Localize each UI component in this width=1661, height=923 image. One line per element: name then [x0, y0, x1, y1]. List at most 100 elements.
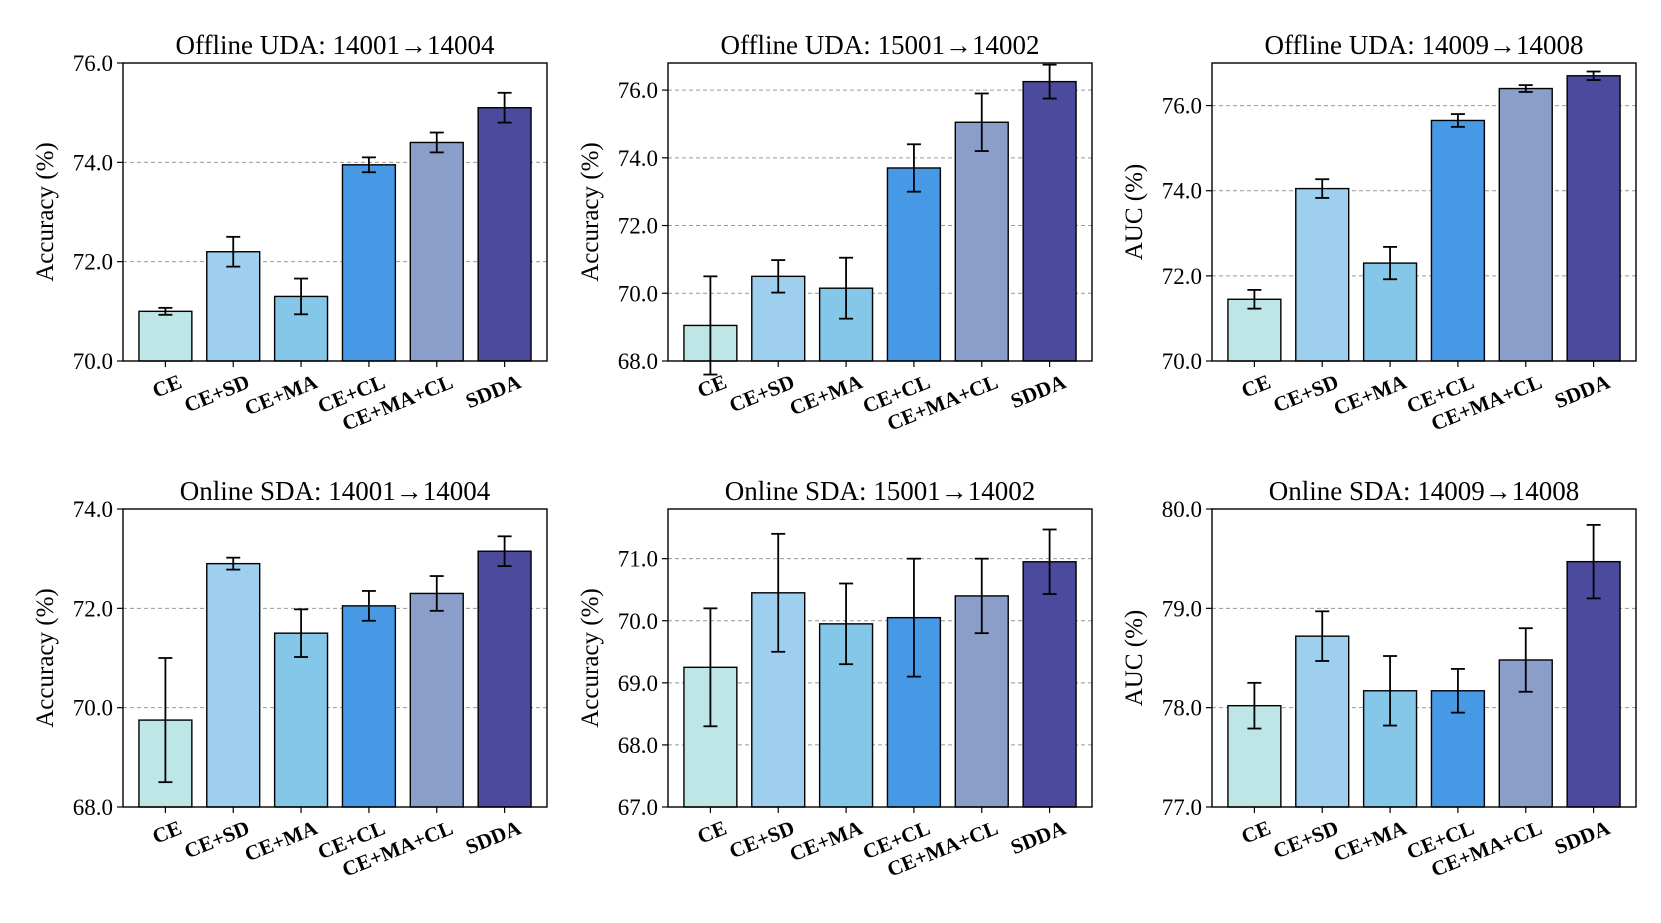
error-bar — [974, 92, 989, 152]
y-tick-label: 69.0 — [618, 671, 658, 696]
bar-ce-ma-cl — [1498, 659, 1553, 808]
chart-title: Offline UDA: 14001→14004 — [176, 30, 495, 60]
error-bar — [361, 156, 376, 174]
error-bar — [158, 306, 173, 316]
bar-ce — [138, 310, 193, 362]
error-bar — [1518, 84, 1533, 93]
error-bar — [497, 535, 512, 568]
axes-frame — [667, 508, 1093, 808]
error-bar — [1450, 668, 1465, 714]
y-tick-label: 74.0 — [73, 150, 113, 175]
y-tick-label: 70.0 — [618, 281, 658, 306]
axes-frame — [667, 62, 1093, 362]
x-tick-label: CE+SD — [1270, 369, 1342, 417]
y-axis-label: Accuracy (%) — [32, 142, 59, 282]
error-bar — [839, 256, 854, 320]
x-tick-label: CE+MA — [786, 815, 866, 866]
error-bar — [771, 259, 786, 294]
x-tick-label: CE — [694, 369, 730, 402]
y-tick-label: 80.0 — [1162, 497, 1202, 522]
error-bar — [1247, 681, 1262, 730]
error-bar — [429, 575, 444, 612]
error-bar — [1383, 655, 1398, 727]
y-tick-label: 71.0 — [618, 547, 658, 572]
bar-sdda — [477, 106, 532, 362]
y-axis-label: Accuracy (%) — [577, 588, 604, 728]
bar-ce-sd — [206, 562, 261, 808]
x-tick-label: CE — [1238, 815, 1274, 848]
chart-title: Offline UDA: 15001→14002 — [721, 30, 1040, 60]
x-tick-label: CE — [149, 369, 185, 402]
y-tick-label: 74.0 — [73, 497, 113, 522]
y-tick-label: 74.0 — [618, 146, 658, 171]
error-bar — [1450, 113, 1465, 128]
y-axis-label: Accuracy (%) — [577, 142, 604, 282]
bar-ce-sd — [206, 251, 261, 362]
x-tick-label: CE+MA — [1330, 815, 1410, 866]
error-bar — [1383, 246, 1398, 281]
error-bar — [497, 91, 512, 124]
axes-frame — [122, 508, 548, 808]
error-bar — [839, 582, 854, 666]
chart-panel-1: 70.072.074.076.0CECE+SDCE+MACE+CLCE+MA+C… — [32, 30, 548, 436]
error-bar — [1042, 63, 1057, 100]
error-bar — [906, 557, 921, 678]
axes-frame — [1211, 508, 1637, 808]
error-bar — [361, 590, 376, 622]
bar-ce-cl — [886, 167, 942, 362]
error-bar — [1247, 289, 1262, 310]
x-tick-label: CE+SD — [1270, 815, 1342, 863]
y-tick-label: 70.0 — [73, 696, 113, 721]
error-bar — [1586, 523, 1601, 600]
x-tick-label: CE+SD — [181, 369, 253, 417]
axes-frame — [122, 62, 548, 362]
x-tick-label: SDDA — [1551, 369, 1614, 413]
bar-ce-ma-cl — [1498, 87, 1553, 362]
bar-ce — [683, 666, 738, 808]
bar-ce-cl — [341, 605, 397, 808]
error-bar — [906, 143, 921, 193]
y-tick-label: 68.0 — [618, 733, 658, 758]
bar-ce-sd — [1295, 187, 1350, 362]
error-bar — [1586, 70, 1601, 81]
y-tick-label: 76.0 — [73, 51, 113, 76]
bar-sdda — [1022, 80, 1077, 362]
error-bar — [1518, 627, 1533, 693]
y-tick-label: 70.0 — [1162, 349, 1202, 374]
y-tick-label: 78.0 — [1162, 696, 1202, 721]
error-bar — [703, 607, 718, 728]
x-tick-label: SDDA — [1007, 815, 1070, 859]
x-tick-label: CE+MA — [241, 815, 321, 866]
y-tick-label: 70.0 — [73, 349, 113, 374]
bar-ce-ma-cl — [409, 141, 464, 362]
y-tick-label: 72.0 — [73, 596, 113, 621]
bar-sdda — [1022, 561, 1077, 808]
error-bar — [294, 277, 309, 316]
chart-panel-3: 70.072.074.076.0CECE+SDCE+MACE+CLCE+MA+C… — [1121, 30, 1637, 436]
error-bar — [1315, 178, 1330, 199]
error-bar — [226, 235, 241, 268]
x-tick-label: SDDA — [1551, 815, 1614, 859]
chart-panel-2: 68.070.072.074.076.0CECE+SDCE+MACE+CLCE+… — [577, 30, 1093, 436]
bar-ce-ma-cl — [954, 121, 1009, 362]
error-bar — [974, 557, 989, 635]
x-tick-label: CE+MA — [241, 369, 321, 420]
error-bar — [158, 657, 173, 784]
x-tick-label: CE — [1238, 369, 1274, 402]
y-tick-label: 79.0 — [1162, 596, 1202, 621]
y-tick-label: 77.0 — [1162, 795, 1202, 820]
y-tick-label: 67.0 — [618, 795, 658, 820]
chart-panel-6: 77.078.079.080.0CECE+SDCE+MACE+CLCE+MA+C… — [1121, 476, 1637, 882]
y-axis-label: AUC (%) — [1121, 164, 1148, 261]
x-tick-label: CE — [694, 815, 730, 848]
error-bar — [294, 608, 309, 658]
y-tick-label: 76.0 — [618, 78, 658, 103]
bar-sdda — [1566, 75, 1621, 362]
y-tick-label: 68.0 — [73, 795, 113, 820]
bar-ce-cl — [1430, 119, 1486, 362]
x-tick-label: CE+MA — [786, 369, 866, 420]
chart-title: Online SDA: 15001→14002 — [725, 476, 1036, 506]
chart-panel-5: 67.068.069.070.071.0CECE+SDCE+MACE+CLCE+… — [577, 476, 1093, 882]
x-tick-label: CE — [149, 815, 185, 848]
